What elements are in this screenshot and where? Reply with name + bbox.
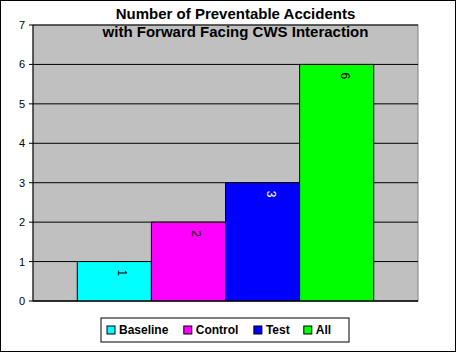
- y-tick: [29, 261, 33, 262]
- bar: [226, 183, 300, 301]
- grid-line: [33, 25, 418, 26]
- y-tick-label: 7: [19, 19, 25, 31]
- legend-label: All: [316, 323, 331, 337]
- y-tick-label: 0: [19, 295, 25, 307]
- x-axis: [33, 301, 418, 302]
- y-tick: [29, 64, 33, 65]
- data-label: 1: [115, 270, 129, 277]
- data-label: 3: [264, 191, 278, 198]
- legend-label: Baseline: [119, 323, 169, 337]
- legend-swatch: [184, 326, 192, 334]
- legend-label: Control: [196, 323, 239, 337]
- y-tick-label: 6: [19, 58, 25, 70]
- y-tick-label: 5: [19, 98, 25, 110]
- legend-swatch: [254, 326, 262, 334]
- y-tick-label: 2: [19, 216, 25, 228]
- y-tick: [29, 222, 33, 223]
- y-tick: [29, 182, 33, 183]
- y-tick: [29, 103, 33, 104]
- legend-swatch: [107, 326, 115, 334]
- legend-swatch: [304, 326, 312, 334]
- y-tick-label: 3: [19, 177, 25, 189]
- y-tick: [29, 143, 33, 144]
- title: Number of Preventable Accidentswith Forw…: [102, 5, 369, 40]
- data-label: 2: [189, 230, 203, 237]
- bars: [77, 64, 373, 301]
- y-tick-label: 1: [19, 256, 25, 268]
- chart-frame: [1, 1, 456, 352]
- title-line: Number of Preventable Accidents: [116, 5, 356, 22]
- data-labels: 1 2 3 6: [115, 72, 351, 276]
- grid-line: [33, 301, 418, 302]
- y-tick: [29, 301, 33, 302]
- data-label: 6: [338, 72, 352, 79]
- plot-area: [33, 25, 418, 301]
- bar: [300, 64, 374, 301]
- title-line: with Forward Facing CWS Interaction: [102, 23, 369, 40]
- legend-label: Test: [266, 323, 290, 337]
- chart: Number of Preventable Accidentswith Forw…: [0, 0, 456, 352]
- bar: [151, 222, 225, 301]
- y-axis: [33, 25, 34, 301]
- y-tick: [29, 25, 33, 26]
- bar: [77, 262, 151, 301]
- y-tick-label: 4: [19, 137, 25, 149]
- legend: Baseline Control Test All: [101, 318, 349, 342]
- legend-box: [101, 318, 349, 342]
